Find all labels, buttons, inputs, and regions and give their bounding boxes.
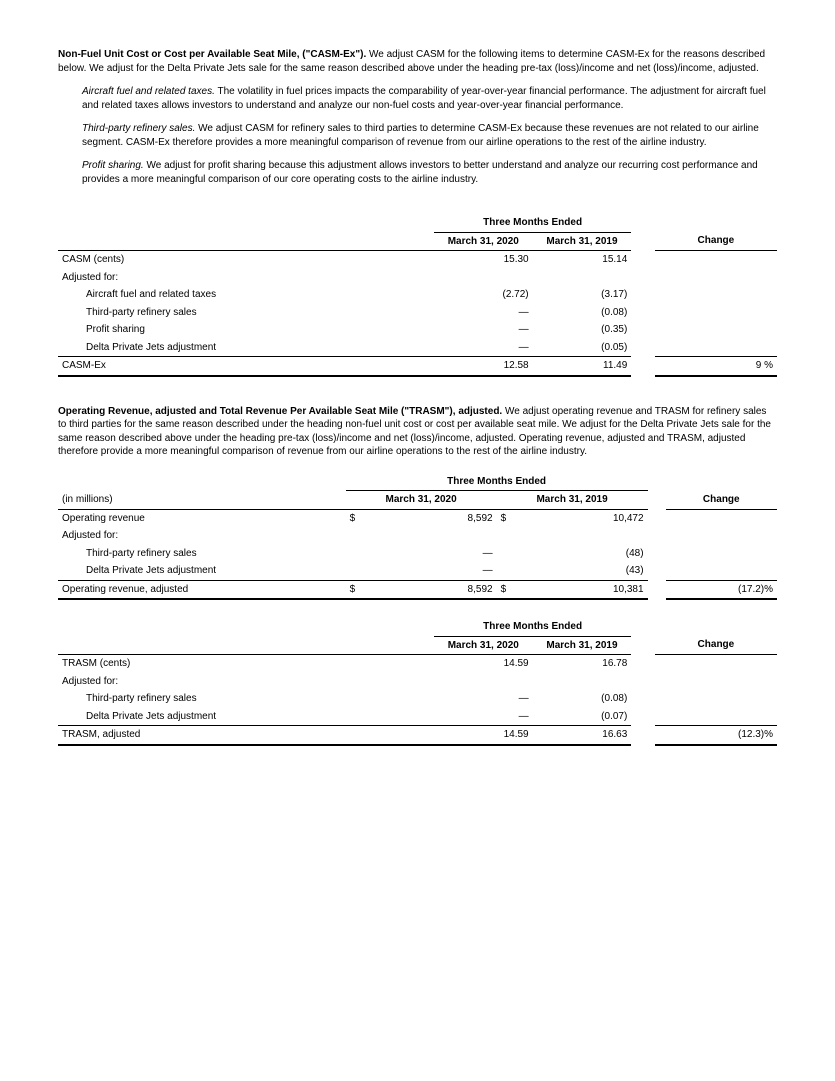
cell-currency: $: [346, 509, 368, 527]
row-units: (in millions): [58, 491, 346, 510]
cell-value: (0.05): [533, 339, 632, 357]
cell-value: 10,472: [518, 509, 647, 527]
cell-value: 9 %: [655, 357, 777, 376]
para-title: Operating Revenue, adjusted and Total Re…: [58, 406, 502, 417]
table-row: Aircraft fuel and related taxes (2.72) (…: [58, 286, 777, 304]
cell-value: (0.07): [533, 708, 632, 726]
row-label: Adjusted for:: [58, 673, 434, 691]
para-profit: Profit sharing. We adjust for profit sha…: [82, 159, 777, 186]
cell-value: 16.63: [533, 726, 632, 745]
row-label: Delta Private Jets adjustment: [58, 339, 434, 357]
table-row: Adjusted for:: [58, 269, 777, 287]
cell-value: 16.78: [533, 655, 632, 673]
cell-value: 8,592: [367, 509, 496, 527]
cell-value: —: [434, 690, 533, 708]
table-casm-ex: Three Months Ended March 31, 2020 March …: [58, 214, 777, 377]
cell-value: (3.17): [533, 286, 632, 304]
table-operating-revenue: Three Months Ended (in millions) March 3…: [58, 473, 777, 601]
table-row: Operating revenue, adjusted $ 8,592 $ 10…: [58, 580, 777, 599]
row-label: Third-party refinery sales: [58, 545, 346, 563]
cell-value: 11.49: [533, 357, 632, 376]
col-header-period: Three Months Ended: [434, 214, 631, 232]
row-label: Operating revenue, adjusted: [58, 580, 346, 599]
row-label: Aircraft fuel and related taxes: [58, 286, 434, 304]
table-row: Adjusted for:: [58, 673, 777, 691]
cell-value: (0.08): [533, 304, 632, 322]
para-body: We adjust for profit sharing because thi…: [82, 160, 758, 185]
table-row: TRASM (cents) 14.59 16.78: [58, 655, 777, 673]
para-casm-ex: Non-Fuel Unit Cost or Cost per Available…: [58, 48, 777, 75]
cell-value: —: [434, 339, 533, 357]
cell-value: (17.2)%: [666, 580, 777, 599]
col-header-2019: March 31, 2019: [497, 491, 648, 510]
table-row: Adjusted for:: [58, 527, 777, 545]
para-title: Third-party refinery sales.: [82, 123, 195, 134]
cell-value: —: [434, 304, 533, 322]
table-row: Profit sharing — (0.35): [58, 321, 777, 339]
table-row: CASM-Ex 12.58 11.49 9 %: [58, 357, 777, 376]
table-row: Operating revenue $ 8,592 $ 10,472: [58, 509, 777, 527]
row-label: Third-party refinery sales: [58, 690, 434, 708]
table-trasm: Three Months Ended March 31, 2020 March …: [58, 618, 777, 746]
row-label: Adjusted for:: [58, 269, 434, 287]
row-label: CASM-Ex: [58, 357, 434, 376]
para-aircraft-fuel: Aircraft fuel and related taxes. The vol…: [82, 85, 777, 112]
cell-value: —: [434, 708, 533, 726]
row-label: Delta Private Jets adjustment: [58, 562, 346, 580]
cell-value: —: [367, 545, 496, 563]
row-label: CASM (cents): [58, 251, 434, 269]
cell-value: 12.58: [434, 357, 533, 376]
col-header-change: Change: [655, 636, 777, 655]
cell-value: (2.72): [434, 286, 533, 304]
para-title: Aircraft fuel and related taxes.: [82, 86, 215, 97]
table-row: Delta Private Jets adjustment — (43): [58, 562, 777, 580]
cell-value: 14.59: [434, 655, 533, 673]
cell-value: (43): [518, 562, 647, 580]
cell-value: —: [434, 321, 533, 339]
row-label: Profit sharing: [58, 321, 434, 339]
cell-currency: $: [497, 580, 519, 599]
table-row: Delta Private Jets adjustment — (0.07): [58, 708, 777, 726]
cell-value: (0.08): [533, 690, 632, 708]
para-title: Non-Fuel Unit Cost or Cost per Available…: [58, 49, 366, 60]
cell-value: 14.59: [434, 726, 533, 745]
para-title: Profit sharing.: [82, 160, 144, 171]
row-label: Delta Private Jets adjustment: [58, 708, 434, 726]
cell-value: 10,381: [518, 580, 647, 599]
col-header-period: Three Months Ended: [434, 618, 631, 636]
row-label: Adjusted for:: [58, 527, 346, 545]
cell-value: —: [367, 562, 496, 580]
row-label: Third-party refinery sales: [58, 304, 434, 322]
cell-currency: $: [497, 509, 519, 527]
table-row: CASM (cents) 15.30 15.14: [58, 251, 777, 269]
col-header-period: Three Months Ended: [346, 473, 648, 491]
cell-currency: $: [346, 580, 368, 599]
row-label: TRASM, adjusted: [58, 726, 434, 745]
cell-value: (0.35): [533, 321, 632, 339]
col-header-2020: March 31, 2020: [434, 636, 533, 655]
col-header-2020: March 31, 2020: [346, 491, 497, 510]
cell-value: 15.30: [434, 251, 533, 269]
table-row: Third-party refinery sales — (0.08): [58, 690, 777, 708]
col-header-change: Change: [666, 491, 777, 510]
table-row: Delta Private Jets adjustment — (0.05): [58, 339, 777, 357]
cell-value: (48): [518, 545, 647, 563]
cell-value: 8,592: [367, 580, 496, 599]
table-row: Third-party refinery sales — (48): [58, 545, 777, 563]
cell-value: 15.14: [533, 251, 632, 269]
col-header-2020: March 31, 2020: [434, 232, 533, 251]
col-header-change: Change: [655, 232, 777, 251]
row-label: Operating revenue: [58, 509, 346, 527]
para-refinery: Third-party refinery sales. We adjust CA…: [82, 122, 777, 149]
col-header-2019: March 31, 2019: [533, 232, 632, 251]
cell-value: (12.3)%: [655, 726, 777, 745]
col-header-2019: March 31, 2019: [533, 636, 632, 655]
table-row: TRASM, adjusted 14.59 16.63 (12.3)%: [58, 726, 777, 745]
para-trasm: Operating Revenue, adjusted and Total Re…: [58, 405, 777, 459]
row-label: TRASM (cents): [58, 655, 434, 673]
table-row: Third-party refinery sales — (0.08): [58, 304, 777, 322]
